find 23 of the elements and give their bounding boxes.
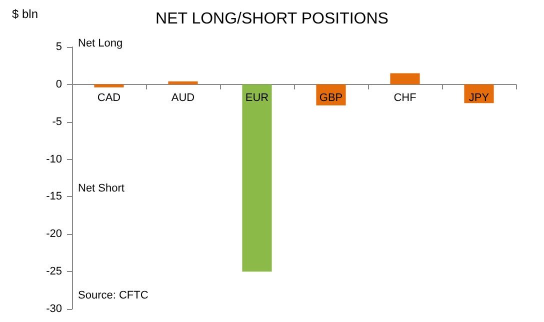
y-tick-label: -25 xyxy=(46,266,62,278)
annotation: Source: CFTC xyxy=(78,290,148,302)
x-tick-label: CAD xyxy=(97,92,121,104)
y-tick-label: -15 xyxy=(46,190,62,203)
y-tick-label: -20 xyxy=(46,228,62,240)
y-tick-label: -30 xyxy=(46,303,62,315)
y-axis-title: $ bln xyxy=(12,7,38,21)
y-tick-label: 5 xyxy=(56,41,62,53)
bar xyxy=(94,84,124,88)
chart-title: NET LONG/SHORT POSITIONS xyxy=(156,10,388,28)
y-tick-label: -5 xyxy=(52,116,62,128)
x-tick-label: EUR xyxy=(245,92,269,104)
annotation: Net Long xyxy=(78,38,123,50)
x-tick-label: GBP xyxy=(319,92,343,104)
bar xyxy=(390,73,420,84)
annotation: Net Short xyxy=(78,182,124,194)
bar xyxy=(168,81,198,84)
x-tick-label: JPY xyxy=(468,92,490,104)
x-tick-label: CHF xyxy=(394,92,417,104)
bar xyxy=(242,84,272,272)
x-tick-label: AUD xyxy=(171,92,195,104)
y-tick-label: -10 xyxy=(46,153,62,166)
y-tick-label: 0 xyxy=(56,78,62,90)
